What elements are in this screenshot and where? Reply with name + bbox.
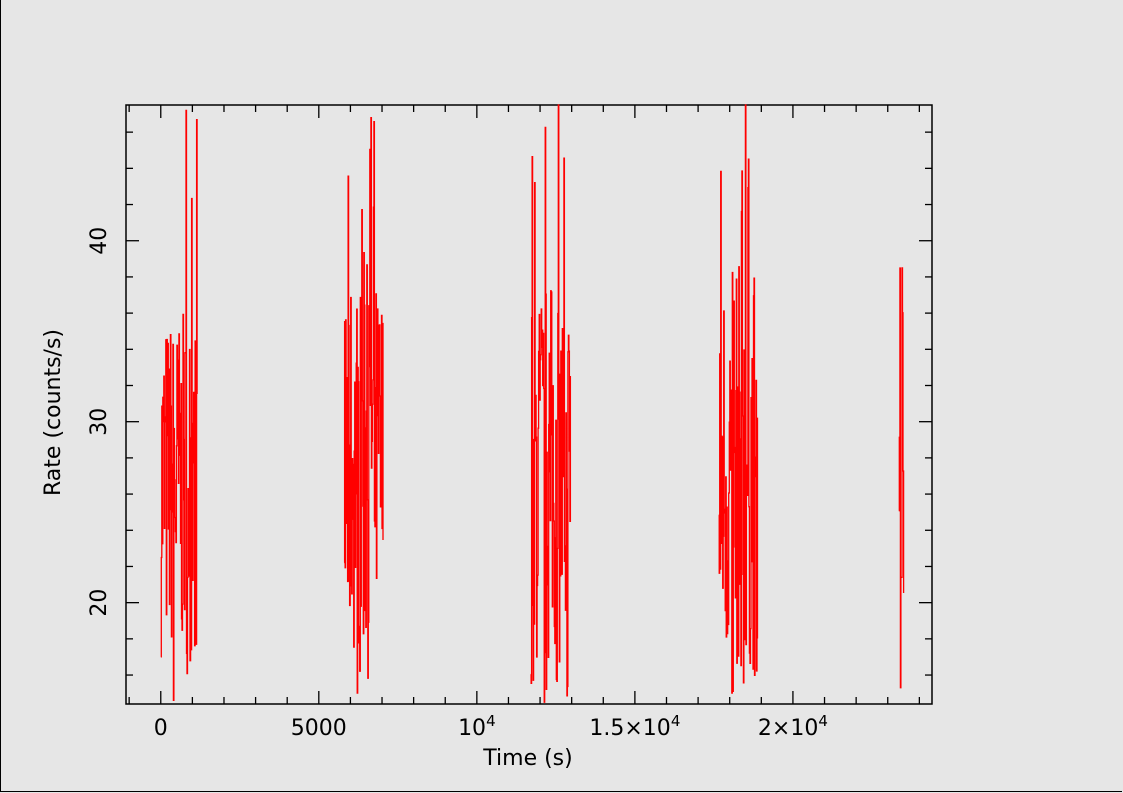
x-tick-label-exponent: 4 (671, 712, 681, 730)
series-line-segment-4 (718, 104, 759, 694)
x-tick-labels: 0 5000 104 1.5×104 2×104 (154, 712, 828, 741)
y-axis-label: Rate (counts/s) (41, 329, 66, 496)
y-tick-label: 40 (87, 227, 112, 255)
x-tick-label-base: 0 (154, 716, 168, 741)
series-line-segment-2 (343, 117, 384, 694)
x-tick-label: 104 (458, 712, 496, 741)
y-tick-labels: 20 30 40 (87, 227, 112, 617)
x-tick-label: 2×104 (758, 712, 828, 741)
x-tick-label-exponent: 4 (818, 712, 828, 730)
axis-ticks (126, 105, 932, 704)
plot-area (125, 104, 933, 705)
x-tick-label: 1.5×104 (589, 712, 680, 741)
x-tick-label-base: 2×10 (758, 716, 818, 741)
series-line-segment-1 (160, 109, 198, 702)
x-tick-label: 5000 (291, 716, 347, 741)
y-tick-label: 30 (87, 408, 112, 436)
x-tick-label-base: 1.5×10 (589, 716, 670, 741)
x-tick-label-base: 5000 (291, 716, 347, 741)
series-line-segment-3 (530, 104, 572, 703)
y-tick-label: 20 (87, 589, 112, 617)
series-line-segment-5 (898, 267, 905, 689)
x-tick-label-base: 10 (458, 716, 486, 741)
x-axis-label: Time (s) (482, 746, 572, 771)
x-tick-label: 0 (154, 716, 168, 741)
series-group (160, 104, 905, 703)
x-tick-label-exponent: 4 (486, 712, 496, 730)
